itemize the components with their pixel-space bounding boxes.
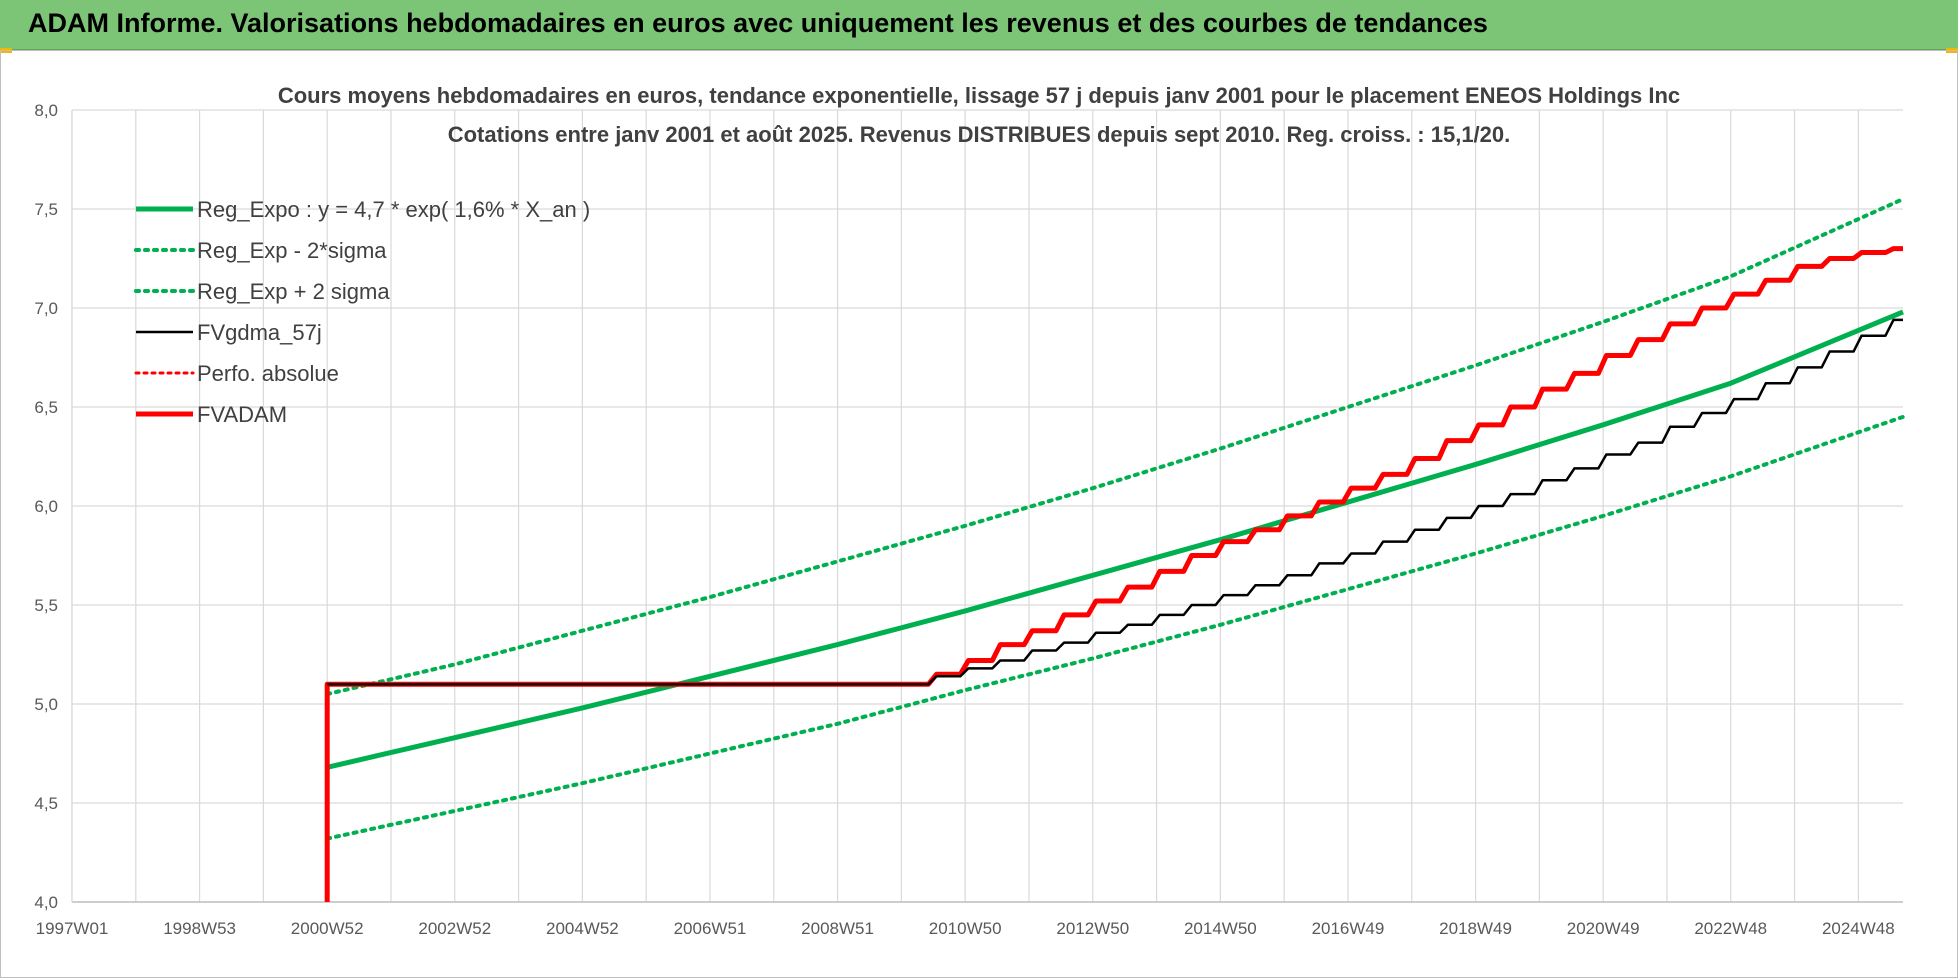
series-line-3 bbox=[327, 318, 1903, 686]
y-tick-label: 6,5 bbox=[34, 398, 58, 417]
legend-label: Perfo. absolue bbox=[197, 361, 339, 386]
series-line-5 bbox=[324, 246, 1903, 902]
legend: Reg_Expo : y = 4,7 * exp( 1,6% * X_an ) R… bbox=[134, 197, 590, 427]
x-axis-ticks: 1997W01 1998W53 2000W52 2002W52 2004W52 2006W… bbox=[36, 919, 1895, 938]
series-group bbox=[324, 197, 1905, 902]
title-banner: ADAM Informe. Valorisations hebdomadaire… bbox=[0, 0, 1958, 50]
page-title: ADAM Informe. Valorisations hebdomadaire… bbox=[28, 8, 1488, 38]
y-tick-label: 5,0 bbox=[34, 695, 58, 714]
legend-label: Reg_Exp - 2*sigma bbox=[197, 238, 387, 263]
x-tick-label: 2012W50 bbox=[1056, 919, 1129, 938]
legend-label: Reg_Exp + 2 sigma bbox=[197, 279, 390, 304]
y-axis-ticks: 4,0 4,5 5,0 5,5 6,0 6,5 7,0 7,5 8,0 bbox=[34, 101, 58, 912]
legend-label: Reg_Expo : y = 4,7 * exp( 1,6% * X_an ) bbox=[197, 197, 590, 222]
x-tick-label: 2000W52 bbox=[291, 919, 364, 938]
x-tick-label: 2002W52 bbox=[418, 919, 491, 938]
grid bbox=[71, 109, 1903, 903]
x-tick-label: 2020W49 bbox=[1567, 919, 1640, 938]
chart-title-line2: Cotations entre janv 2001 et août 2025. … bbox=[448, 122, 1511, 147]
y-tick-label: 7,5 bbox=[34, 200, 58, 219]
y-tick-label: 8,0 bbox=[34, 101, 58, 120]
y-tick-label: 7,0 bbox=[34, 299, 58, 318]
series-line-0 bbox=[326, 309, 1904, 770]
legend-label: FVADAM bbox=[197, 402, 287, 427]
x-tick-label: 1998W53 bbox=[163, 919, 236, 938]
chart-title-line1: Cours moyens hebdomadaires en euros, ten… bbox=[278, 83, 1680, 108]
y-tick-label: 6,0 bbox=[34, 497, 58, 516]
x-tick-label: 2014W50 bbox=[1184, 919, 1257, 938]
legend-label: FVgdma_57j bbox=[197, 320, 322, 345]
x-tick-label: 2004W52 bbox=[546, 919, 619, 938]
x-tick-label: 2024W48 bbox=[1822, 919, 1895, 938]
series-line-1 bbox=[325, 414, 1905, 841]
x-tick-label: 2010W50 bbox=[929, 919, 1002, 938]
x-tick-label: 2006W51 bbox=[674, 919, 747, 938]
y-tick-label: 5,5 bbox=[34, 596, 58, 615]
series-line-2 bbox=[325, 197, 1905, 697]
x-tick-label: 2018W49 bbox=[1439, 919, 1512, 938]
y-tick-label: 4,5 bbox=[34, 794, 58, 813]
x-tick-label: 2008W51 bbox=[801, 919, 874, 938]
x-tick-label: 1997W01 bbox=[36, 919, 109, 938]
y-tick-label: 4,0 bbox=[34, 893, 58, 912]
x-tick-label: 2016W49 bbox=[1312, 919, 1385, 938]
x-tick-label: 2022W48 bbox=[1694, 919, 1767, 938]
